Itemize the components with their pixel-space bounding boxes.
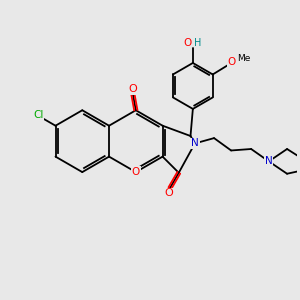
Text: H: H xyxy=(194,38,202,48)
Text: O: O xyxy=(128,84,137,94)
Text: N: N xyxy=(191,138,199,148)
Text: Cl: Cl xyxy=(33,110,44,120)
Text: Me: Me xyxy=(237,54,250,63)
Text: O: O xyxy=(227,57,236,67)
Text: O: O xyxy=(132,167,140,177)
Text: N: N xyxy=(265,156,273,167)
Text: O: O xyxy=(165,188,173,198)
Text: O: O xyxy=(183,38,192,48)
